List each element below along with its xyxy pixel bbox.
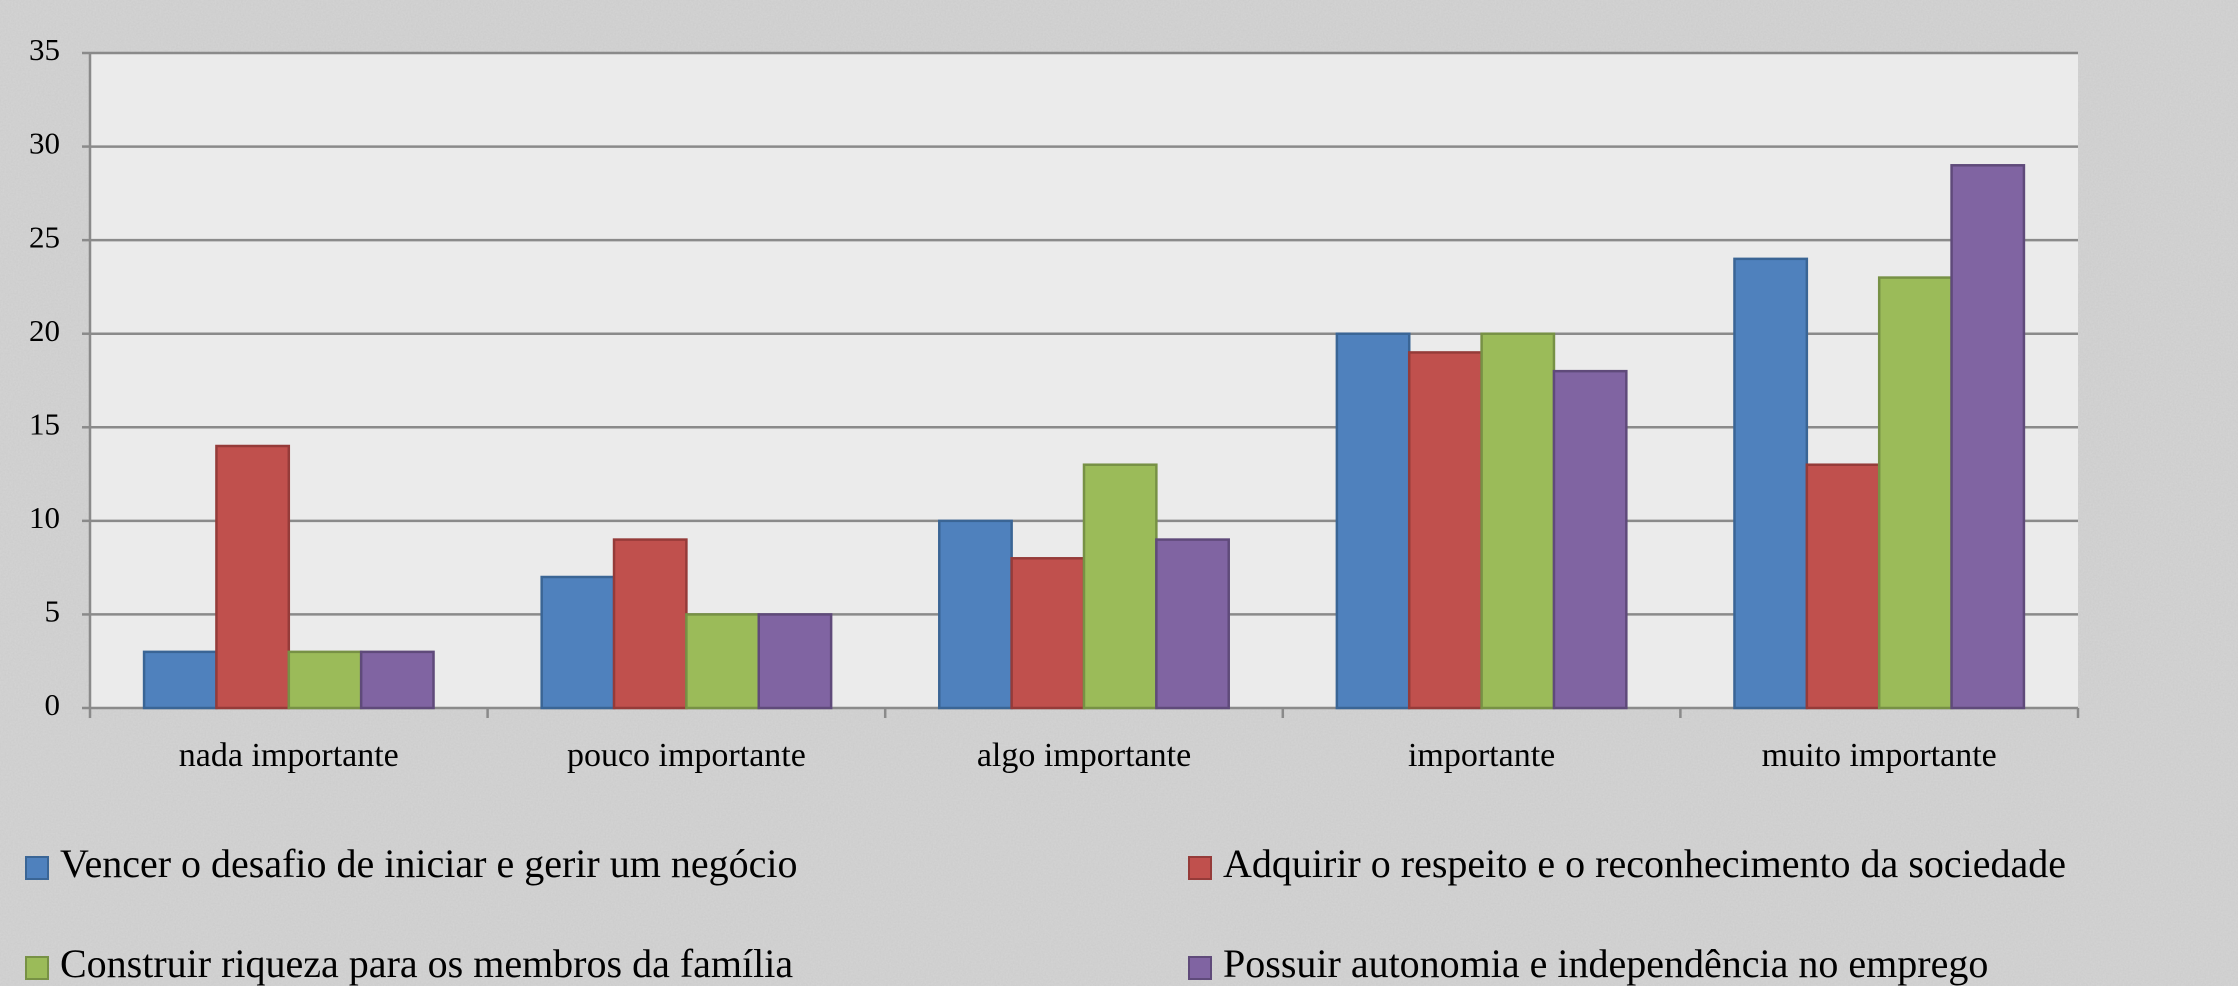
legend-label: Vencer o desafio de iniciar e gerir um n… [60, 841, 797, 886]
y-tick-label: 20 [29, 313, 60, 348]
x-tick-label: algo importante [977, 737, 1191, 774]
legend-label: Construir riqueza para os membros da fam… [60, 941, 793, 986]
x-tick-label: nada importante [179, 737, 399, 774]
legend-swatch [25, 856, 49, 880]
y-tick-label: 35 [29, 32, 60, 67]
y-tick-label: 15 [29, 406, 60, 441]
y-tick-label: 25 [29, 219, 60, 254]
legend-swatch [25, 956, 49, 980]
bar [757, 613, 833, 710]
bar [1733, 257, 1809, 710]
y-tick-label: 10 [29, 500, 60, 535]
x-tick-label: importante [1408, 737, 1555, 774]
bar [215, 444, 291, 710]
bar [612, 538, 688, 710]
legend-swatch [1188, 956, 1212, 980]
bar [540, 575, 616, 710]
bar [938, 519, 1013, 710]
y-tick-label: 5 [45, 594, 61, 629]
bar [1082, 463, 1158, 710]
bar [1480, 332, 1556, 710]
bar [1877, 276, 1953, 710]
x-tick-label: muito importante [1762, 737, 1997, 774]
legend-label: Adquirir o respeito e o reconhecimento d… [1223, 841, 2066, 886]
bar [1335, 332, 1411, 710]
bar [1155, 538, 1230, 710]
y-tick-label: 30 [29, 126, 60, 161]
legend-label: Possuir autonomia e independência no emp… [1223, 941, 1988, 986]
bar [359, 650, 435, 710]
bar [1010, 557, 1086, 710]
bar [142, 650, 218, 710]
legend-swatch [1188, 856, 1212, 880]
bar [685, 613, 761, 710]
x-tick-label: pouco importante [567, 737, 806, 774]
bar [287, 650, 363, 710]
y-tick-label: 0 [45, 687, 61, 722]
bar [1805, 463, 1881, 710]
bar [1407, 351, 1483, 710]
bar [1950, 164, 2026, 710]
bar [1552, 369, 1628, 710]
